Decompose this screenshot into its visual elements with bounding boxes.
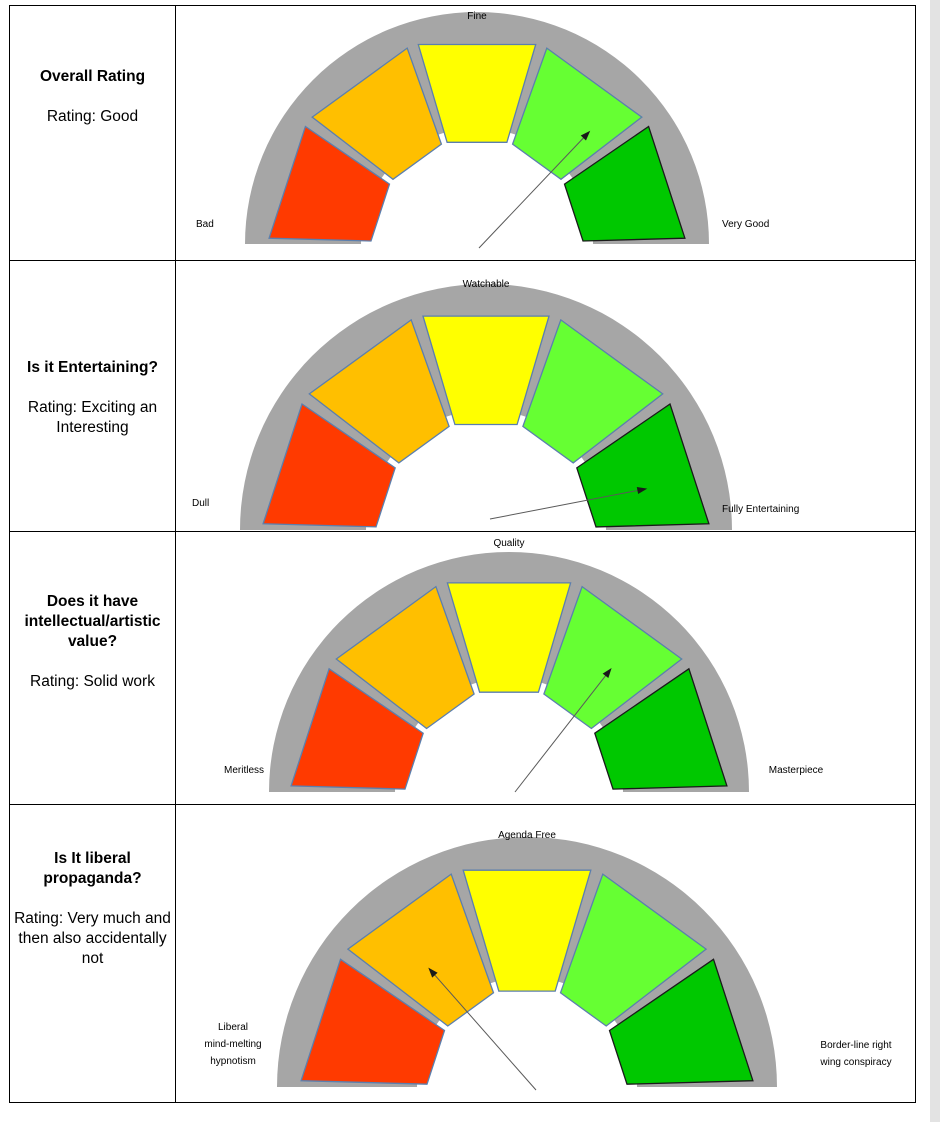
rating-text: Rating: Very much and then also accident… (14, 910, 171, 967)
gauge-segment-fine (446, 582, 572, 693)
label-cell: Does it have intellectual/artistic value… (9, 531, 176, 805)
gauge-cell: Liberal mind-melting hypnotism Border-line … (175, 804, 916, 1103)
gauge-top-label: Watchable (463, 279, 510, 290)
gauge-segment-poor (311, 47, 443, 181)
gauge-needle-arrowhead (580, 130, 591, 141)
gauge-left-label-line: hypnotism (210, 1056, 256, 1067)
label-cell: Overall Rating Rating: Good (9, 5, 176, 261)
question-text: Is it Entertaining? (27, 359, 158, 376)
gauge-needle (514, 672, 609, 793)
gauge-needle-arrowhead (428, 967, 438, 978)
gauge-segment-bad (262, 402, 396, 528)
gauge-left-label: Dull (192, 498, 209, 509)
question-text: Does it have intellectual/artistic value… (24, 593, 161, 650)
label-cell: Is it Entertaining? Rating: Exciting an … (9, 260, 176, 532)
gauge-segment-bad (290, 667, 424, 790)
gauge-right-label-line: Fully Entertaining (722, 504, 799, 515)
gauge-segment-good (543, 585, 683, 730)
gauge-chart: Meritless Masterpiece Quality (224, 538, 824, 793)
gauge-top-label: Quality (493, 538, 524, 549)
gauge-needle-arrowhead (636, 486, 648, 495)
gauge-left-label: Liberal mind-melting hypnotism (204, 1022, 261, 1067)
gauge-segment-fine (422, 315, 550, 426)
gauge-needle (478, 134, 587, 249)
gauge-left-label-line: mind-melting (204, 1039, 261, 1050)
gauge-segment-good (511, 47, 643, 181)
gauge-right-label-line: Very Good (722, 219, 769, 230)
gauge-segment-fine (417, 43, 537, 143)
rating-text: Rating: Exciting an Interesting (27, 399, 158, 436)
table-row: Does it have intellectual/artistic value… (9, 531, 916, 805)
gauge-chart: Liberal mind-melting hypnotism Border-line … (204, 830, 892, 1091)
gauge-segment-good (559, 873, 708, 1027)
table-row: Is It liberal propaganda? Rating: Very m… (9, 804, 916, 1103)
scrollbar-track[interactable] (930, 0, 940, 1122)
gauge-segment-very-good (594, 667, 728, 790)
gauge-segment-poor (346, 873, 495, 1027)
gauge-right-label: Fully Entertaining (722, 504, 799, 515)
gauge-chart: Bad Very Good Fine (196, 11, 769, 249)
gauge-left-label-line: Liberal (218, 1022, 248, 1033)
rating-text: Rating: Solid work (30, 673, 155, 690)
gauge-left-label: Bad (196, 219, 214, 230)
gauge-right-label: Very Good (722, 219, 769, 230)
gauge-top-label: Fine (467, 11, 487, 22)
gauge-right-label: Masterpiece (769, 765, 824, 776)
gauge-segment-very-good (608, 958, 754, 1085)
rating-table: Overall Rating Rating: Good Bad Very Good… (9, 5, 916, 1103)
rating-text: Rating: Good (46, 108, 139, 125)
gauge-chart: Dull Fully Entertaining Watchable (192, 279, 799, 530)
gauge-segment-fine (462, 869, 592, 992)
gauge-segment-good (522, 318, 664, 464)
table-row: Overall Rating Rating: Good Bad Very Good… (9, 5, 916, 261)
gauge-right-label-line: wing conspiracy (819, 1057, 891, 1068)
gauge-needle (489, 489, 642, 520)
gauge-left-label-line: Dull (192, 498, 209, 509)
question-text: Is It liberal propaganda? (43, 850, 142, 887)
gauge-right-label-line: Masterpiece (769, 765, 824, 776)
gauge-segment-poor (335, 585, 475, 730)
gauge-segment-poor (308, 318, 450, 464)
gauge-cell: Bad Very Good Fine (175, 5, 916, 261)
gauge-top-label: Agenda Free (498, 830, 556, 841)
label-cell: Is It liberal propaganda? Rating: Very m… (9, 804, 176, 1103)
gauge-left-label: Meritless (224, 765, 264, 776)
gauge-right-label-line: Border-line right (820, 1040, 891, 1051)
gauge-cell: Meritless Masterpiece Quality (175, 531, 916, 805)
gauge-cell: Dull Fully Entertaining Watchable (175, 260, 916, 532)
table-row: Is it Entertaining? Rating: Exciting an … (9, 260, 916, 532)
gauge-segment-bad (268, 125, 391, 242)
gauge-needle-arrowhead (602, 667, 612, 679)
gauge-segment-very-good (563, 125, 686, 242)
gauge-segment-bad (300, 958, 446, 1085)
gauge-needle (431, 971, 537, 1091)
question-text: Overall Rating (39, 68, 146, 85)
gauge-left-label-line: Meritless (224, 765, 264, 776)
gauge-left-label-line: Bad (196, 219, 214, 230)
gauge-right-label: Border-line right wing conspiracy (819, 1040, 891, 1068)
